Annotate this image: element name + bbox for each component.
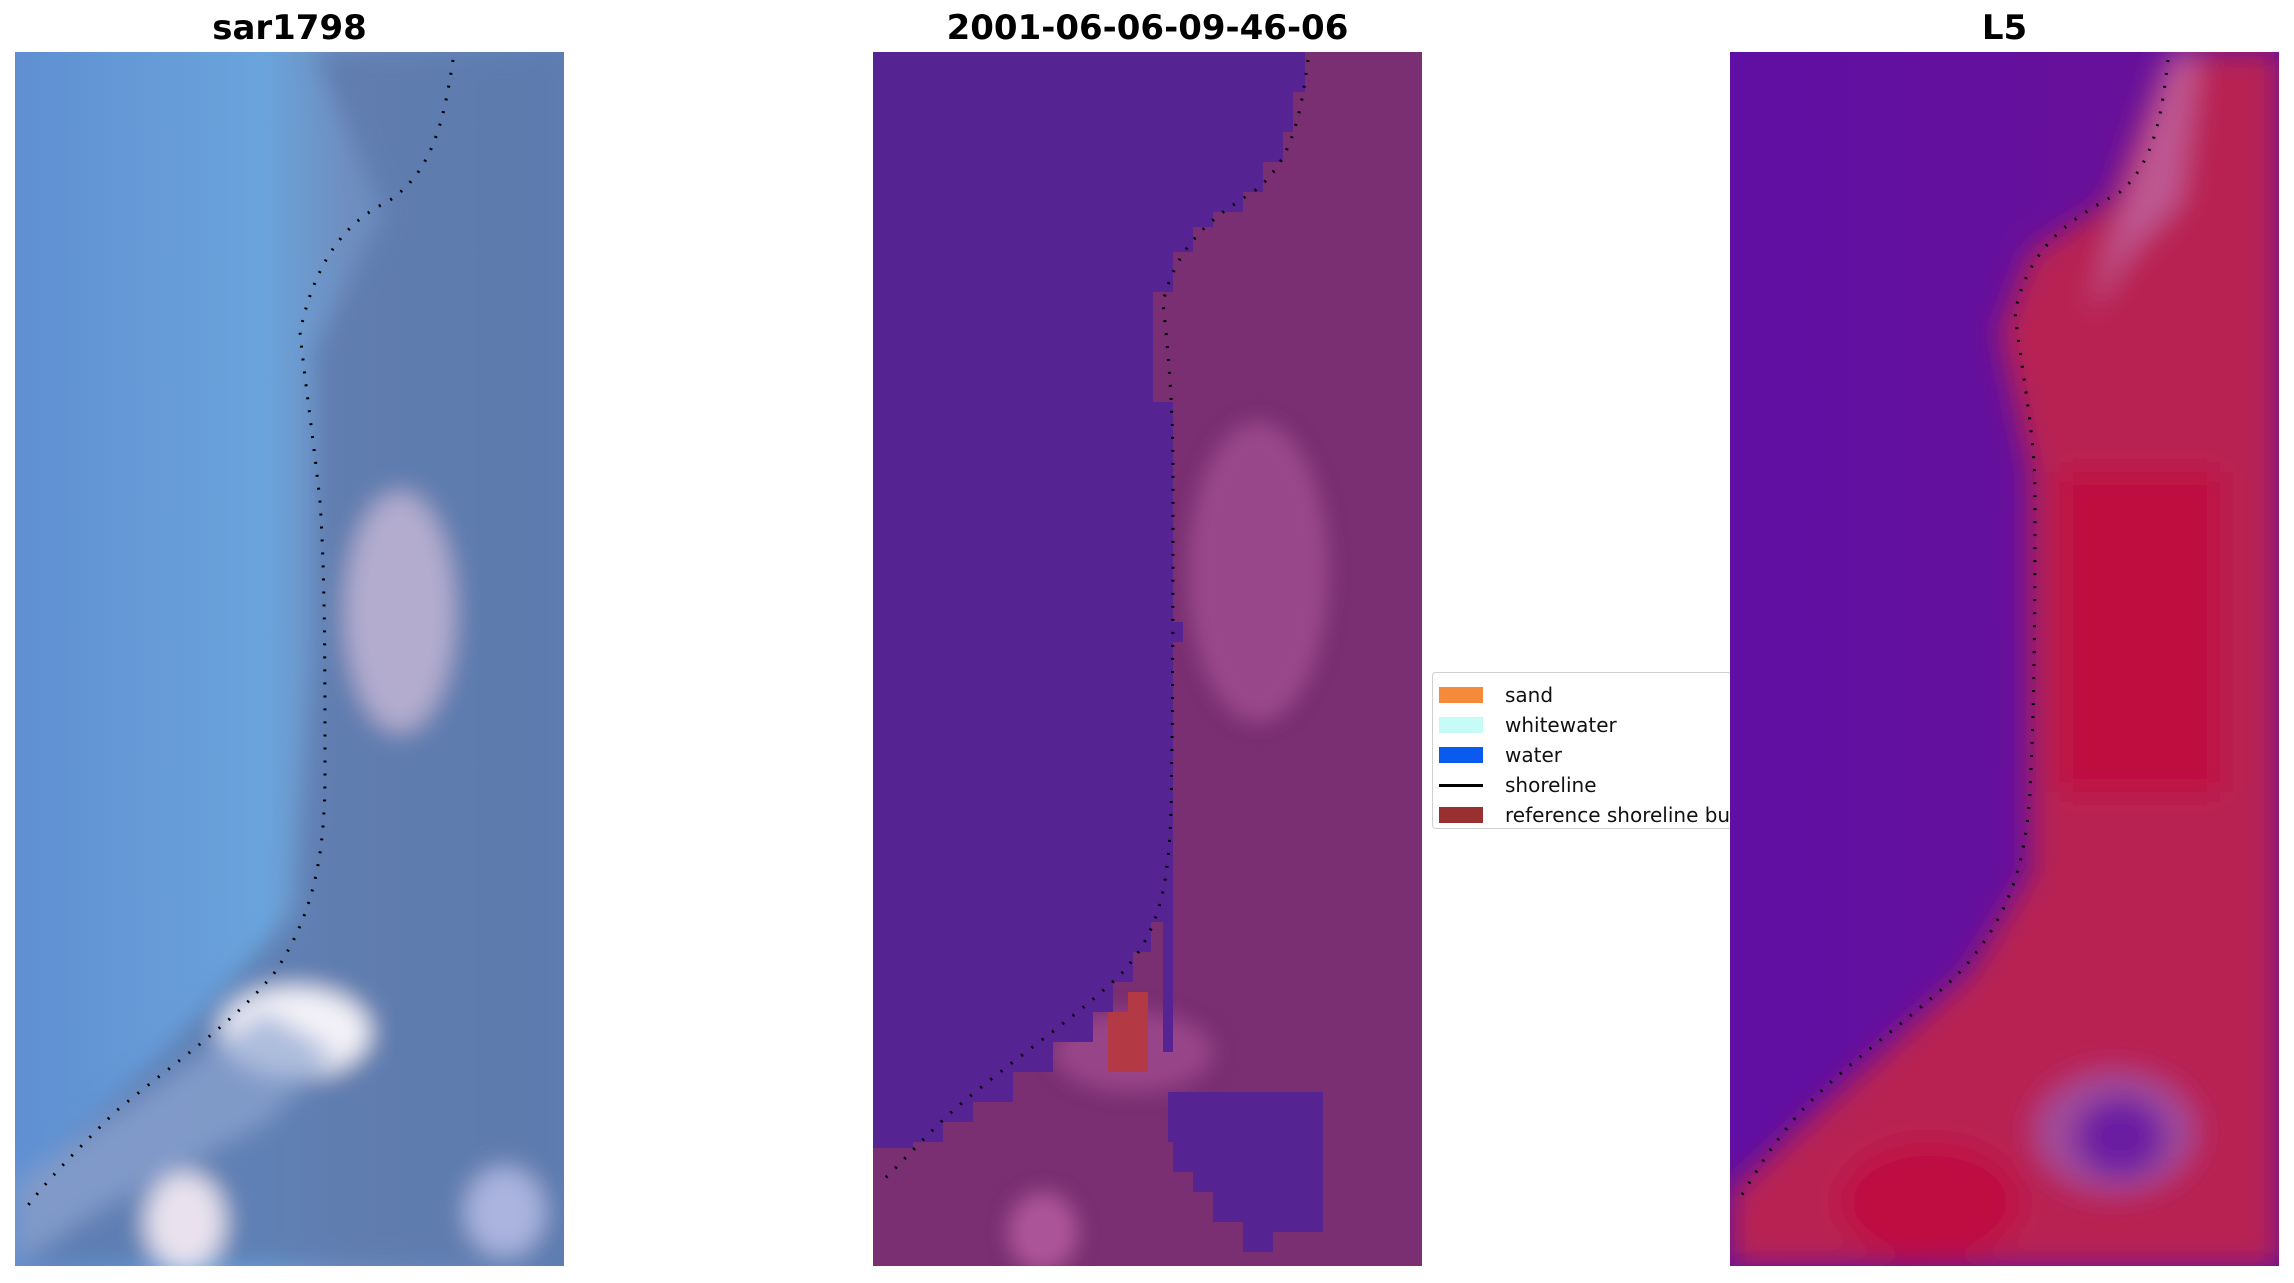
legend-item-shoreline: shoreline bbox=[1439, 772, 1597, 798]
legend-label: sand bbox=[1505, 683, 1554, 707]
legend-item-whitewater: whitewater bbox=[1439, 712, 1617, 738]
legend-item-sand: sand bbox=[1439, 682, 1553, 708]
index-image bbox=[1730, 52, 2279, 1266]
legend-label: shoreline bbox=[1505, 773, 1597, 797]
shoreline-dots-1 bbox=[21, 59, 455, 1213]
panel-title-classification: 2001-06-06-09-46-06 bbox=[946, 8, 1349, 48]
legend-label: reference shoreline buffer bbox=[1505, 803, 1765, 827]
index-panel bbox=[1730, 52, 2279, 1266]
shoreline-line-swatch bbox=[1439, 783, 1483, 787]
rgb-image bbox=[15, 52, 564, 1266]
panel-title-rgb: sar1798 bbox=[212, 8, 367, 48]
classification-panel bbox=[873, 52, 1422, 1266]
legend: sand whitewater water shoreline referenc… bbox=[1432, 672, 1764, 829]
legend-item-reference-buffer: reference shoreline buffer bbox=[1439, 802, 1764, 828]
rgb-image-panel bbox=[15, 52, 564, 1266]
sand-swatch bbox=[1439, 687, 1483, 703]
offshore-water-patch bbox=[1168, 1092, 1323, 1252]
legend-label: water bbox=[1505, 743, 1562, 767]
classification-image bbox=[873, 52, 1422, 1266]
water-class-region bbox=[873, 52, 1305, 1148]
panel-title-index: L5 bbox=[1981, 8, 2028, 48]
legend-label: whitewater bbox=[1505, 713, 1617, 737]
reference-buffer-swatch bbox=[1439, 807, 1483, 823]
whitewater-swatch bbox=[1439, 717, 1483, 733]
legend-item-water: water bbox=[1439, 742, 1562, 768]
water-swatch bbox=[1439, 747, 1483, 763]
